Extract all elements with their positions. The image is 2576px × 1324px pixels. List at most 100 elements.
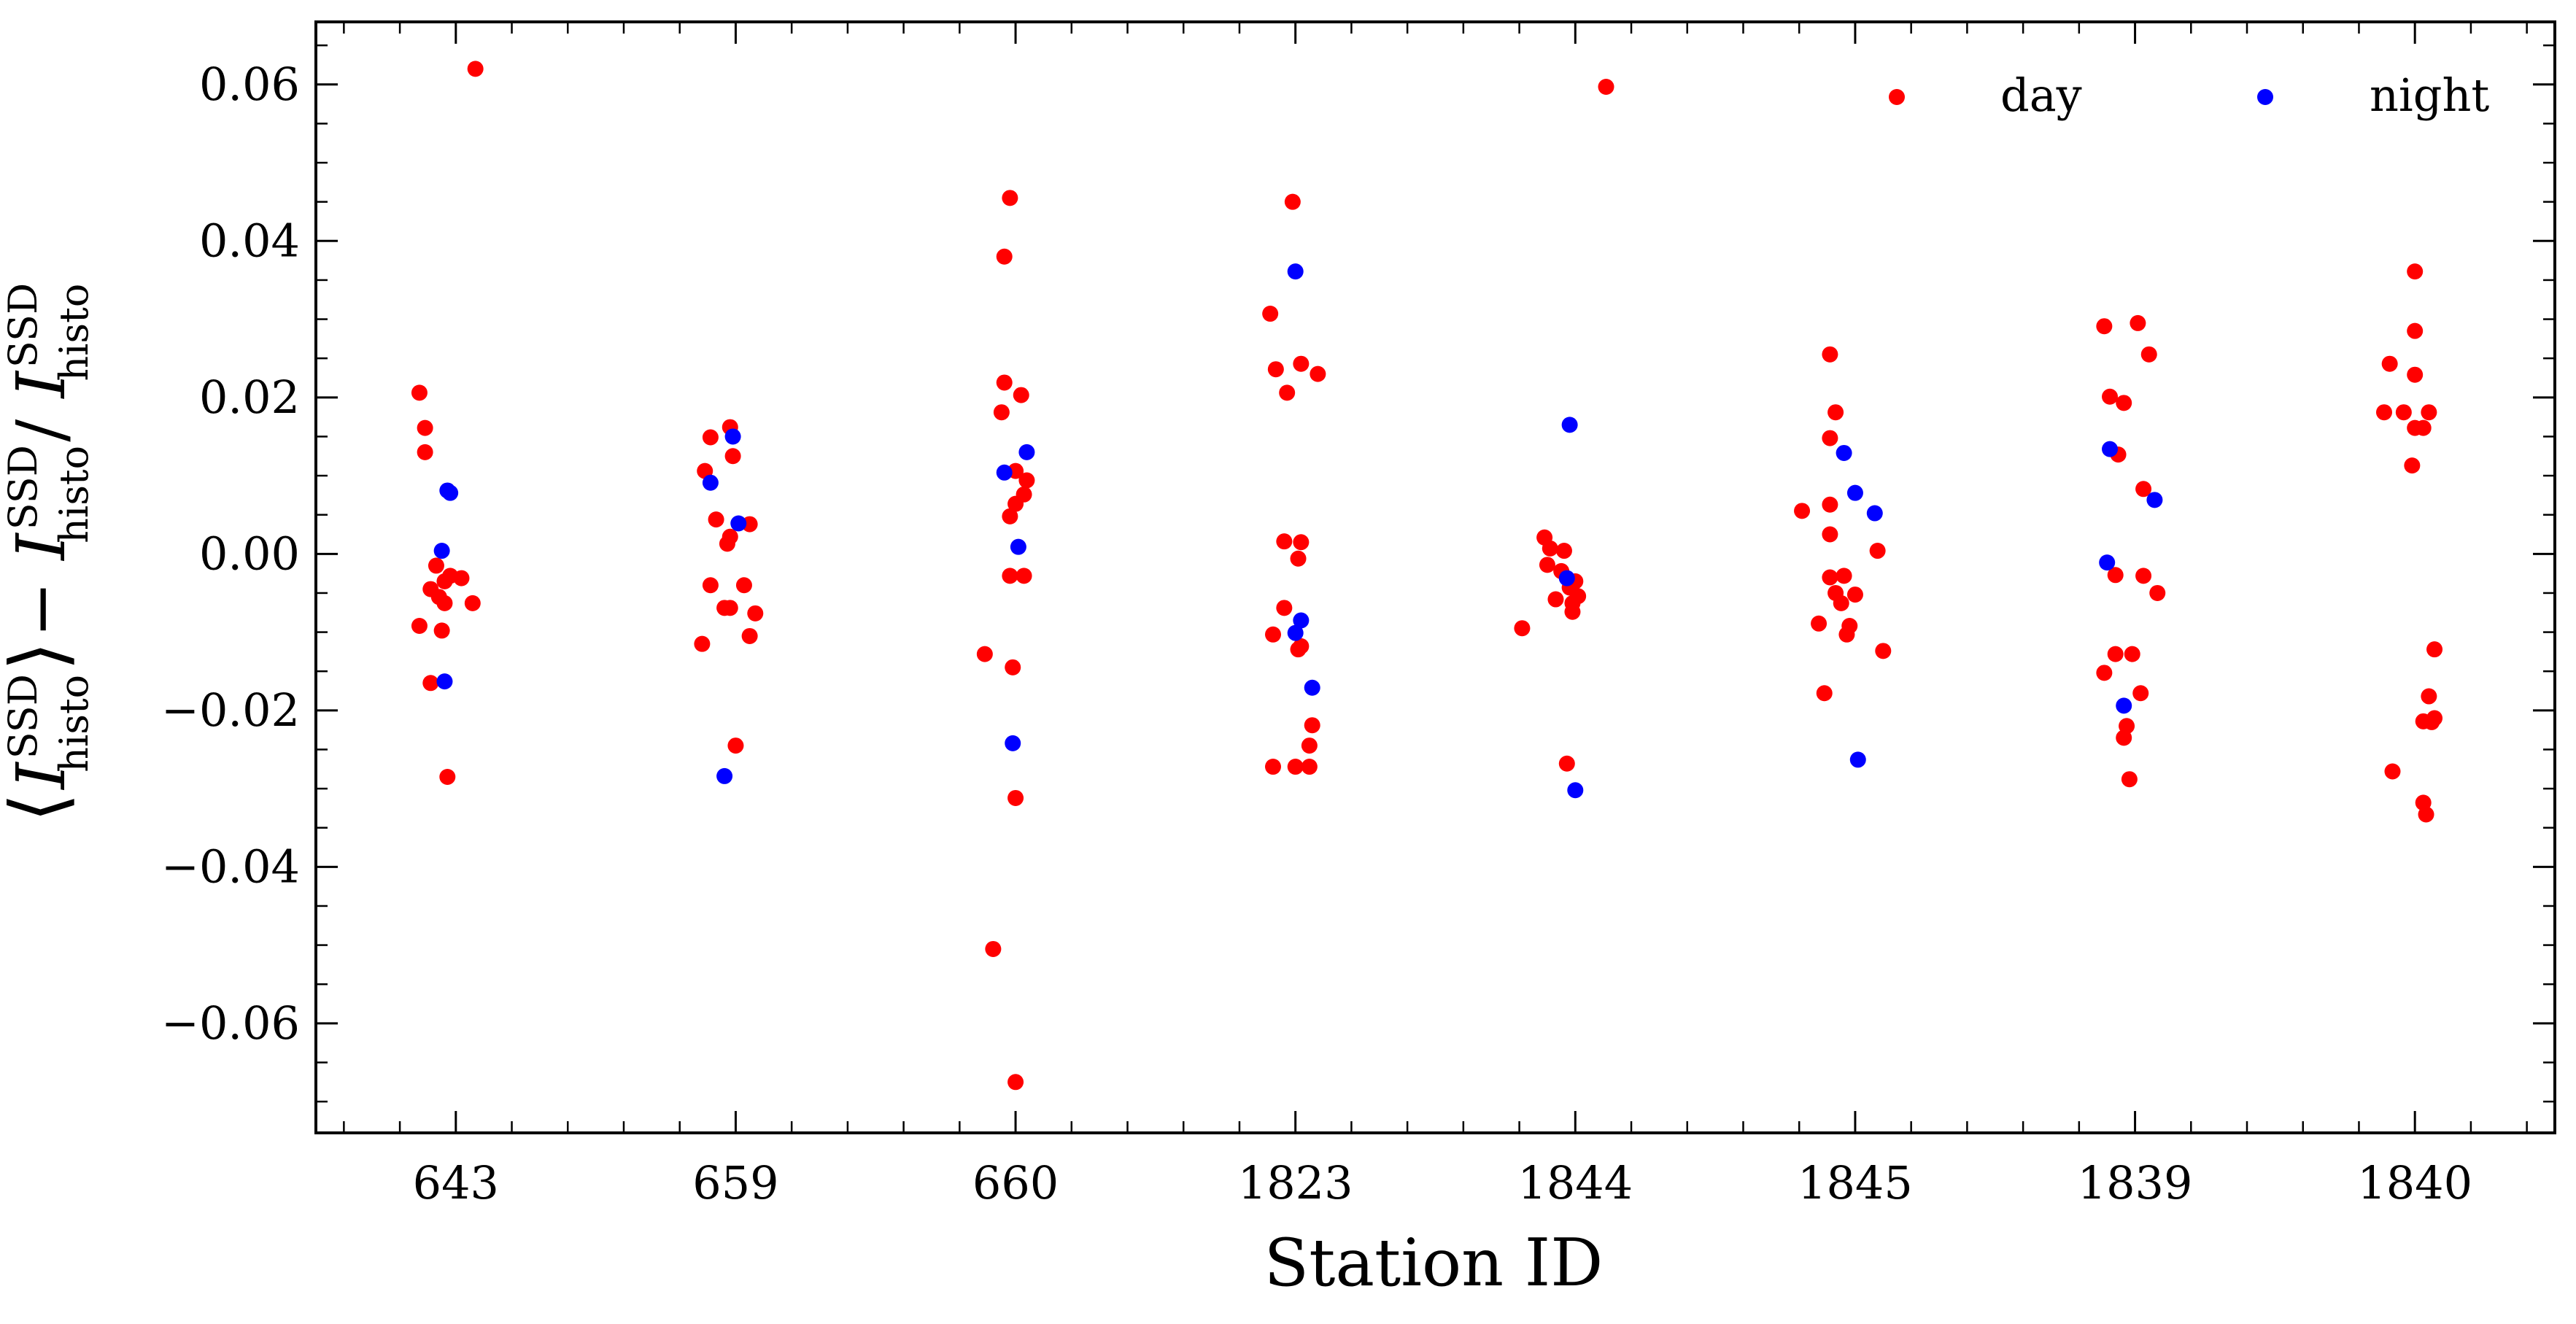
day-point — [2418, 806, 2434, 823]
day-point — [422, 675, 439, 692]
day-point — [724, 448, 741, 465]
day-point — [2426, 641, 2443, 658]
day-point — [702, 577, 719, 594]
day-point — [1555, 543, 1572, 560]
day-point — [1822, 526, 1838, 543]
day-point — [2421, 404, 2437, 421]
x-tick-label: 660 — [972, 1156, 1059, 1209]
day-point — [976, 646, 993, 662]
day-point — [1284, 193, 1301, 210]
day-point — [1539, 557, 1555, 573]
ylabel-minus: − — [2, 560, 80, 638]
y-tick-label: −0.02 — [161, 684, 300, 737]
day-point — [1002, 568, 1018, 584]
day-point — [1846, 586, 1863, 603]
day-point — [2149, 584, 2166, 601]
night-point — [2146, 492, 2163, 508]
x-tick-label: 1840 — [2357, 1156, 2472, 1209]
day-point — [1005, 659, 1021, 675]
day-point — [1822, 496, 1838, 513]
night-point — [1304, 679, 1320, 696]
legend-label-night: night — [2370, 69, 2489, 122]
night-point — [2102, 441, 2119, 457]
day-point — [417, 419, 433, 436]
day-point — [2096, 665, 2113, 681]
night-point — [1018, 444, 1035, 460]
day-point — [2424, 713, 2440, 730]
ylabel-main3: I — [2, 371, 80, 400]
day-point — [2384, 763, 2401, 780]
day-point — [694, 635, 711, 652]
ylabel-slash: / — [2, 398, 80, 442]
day-point — [1264, 626, 1281, 643]
y-tick-label: 0.04 — [199, 214, 300, 267]
day-point — [2135, 481, 2152, 498]
day-point — [708, 511, 724, 528]
ylabel-main2: I — [2, 533, 80, 562]
day-point — [741, 627, 758, 644]
night-point — [1287, 624, 1304, 641]
day-point — [1838, 626, 1855, 643]
x-tick-label: 1823 — [1238, 1156, 1353, 1209]
y-tick-label: −0.04 — [161, 840, 300, 893]
night-point — [724, 428, 741, 445]
day-point — [411, 617, 428, 634]
day-point — [2130, 314, 2146, 331]
x-tick-label: 1845 — [1798, 1156, 1913, 1209]
legend-marker-day — [1889, 89, 1905, 105]
day-point — [1293, 355, 1310, 372]
night-point — [1866, 505, 1883, 522]
day-point — [2096, 318, 2113, 335]
day-point — [436, 595, 453, 611]
day-point — [719, 535, 735, 552]
day-point — [722, 600, 738, 616]
day-point — [1822, 346, 1838, 363]
y-tick-label: 0.02 — [199, 371, 300, 424]
day-point — [1301, 738, 1318, 754]
day-point — [735, 577, 752, 594]
day-point — [702, 429, 719, 446]
day-point — [2135, 568, 2152, 584]
day-point — [1262, 306, 1279, 322]
night-point — [433, 543, 450, 560]
day-point — [2116, 395, 2132, 411]
night-point — [1293, 612, 1310, 629]
night-point — [996, 464, 1013, 481]
day-point — [1304, 717, 1320, 734]
day-point — [2407, 322, 2424, 339]
day-point — [747, 605, 764, 622]
day-point — [2421, 688, 2437, 705]
day-point — [1016, 568, 1032, 584]
day-point — [1293, 534, 1310, 551]
night-point — [1567, 782, 1584, 799]
day-point — [1264, 759, 1281, 775]
ylabel-sub1: histo — [51, 675, 97, 773]
ylabel-sub3: histo — [51, 284, 97, 382]
night-point — [1005, 735, 1021, 751]
night-point — [730, 515, 747, 532]
day-point — [2140, 346, 2157, 363]
y-axis-title: ⟨ I SSD histo ⟩ − I SSD histo / I SSD hi… — [0, 283, 97, 823]
y-tick-label: −0.06 — [161, 996, 300, 1050]
day-point — [1290, 641, 1307, 658]
legend-label-day: day — [2000, 69, 2082, 122]
night-point — [1849, 751, 1866, 768]
night-point — [1287, 263, 1304, 280]
day-point — [1822, 569, 1838, 586]
day-point — [467, 61, 484, 77]
plot-area: −0.06 −0.04 −0.02 0.00 0.02 0.04 0.06 643 659 660… — [161, 20, 2556, 1209]
night-point — [436, 673, 453, 690]
day-point — [2107, 646, 2124, 662]
ylabel-close: ⟩ — [0, 641, 82, 671]
day-point — [1869, 543, 1886, 560]
day-point — [1558, 755, 1575, 772]
day-point — [1542, 540, 1558, 557]
day-point — [1310, 365, 1326, 382]
day-point — [1547, 591, 1564, 608]
day-point — [1007, 495, 1024, 512]
ylabel-main1: I — [2, 762, 80, 791]
night-point — [2116, 697, 2132, 714]
legend: day night — [1889, 69, 2489, 122]
day-point — [1276, 600, 1293, 616]
